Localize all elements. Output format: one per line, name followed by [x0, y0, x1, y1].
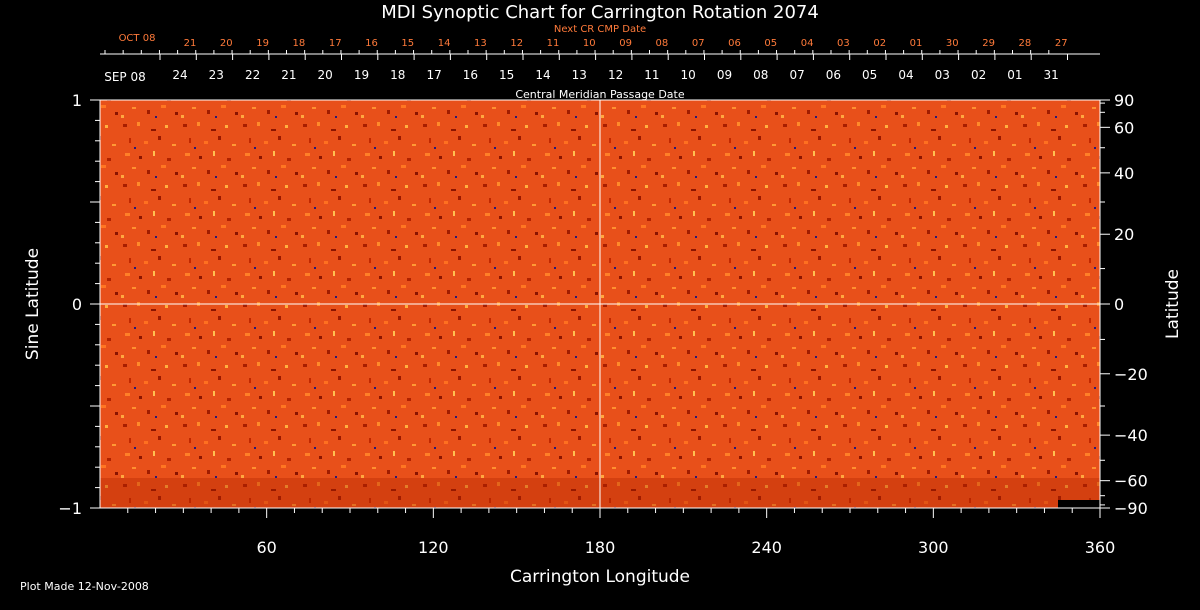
right-y-tick-label: −40: [1114, 426, 1148, 445]
cmp-date-label: 12: [608, 68, 623, 82]
cmp-date-axes: Next CR CMP Date OCT 08 SEP 08 Central M…: [100, 24, 1100, 101]
right-y-tick-label: 90: [1114, 91, 1134, 110]
cmp-date-label: 14: [535, 68, 550, 82]
cmp-date-label: 08: [753, 68, 768, 82]
missing-data-patch: [1058, 500, 1100, 508]
cmp-date-label: 19: [354, 68, 369, 82]
next-cmp-date-label: 29: [982, 38, 995, 49]
next-cmp-date-label: 01: [910, 38, 923, 49]
left-y-tick-label: 1: [72, 91, 82, 110]
next-cmp-date-label: 14: [438, 38, 451, 49]
next-cmp-date-label: 04: [801, 38, 814, 49]
next-cmp-start-label: OCT 08: [119, 33, 156, 44]
next-cmp-date-label: 09: [619, 38, 632, 49]
cmp-date-label: 17: [426, 68, 441, 82]
cmp-date-label: 18: [390, 68, 405, 82]
cmp-date-label: 02: [971, 68, 986, 82]
left-y-axis-ticks: 1 0 −1: [58, 91, 100, 518]
left-y-axis-label: Sine Latitude: [23, 248, 43, 360]
next-cmp-date-label: 08: [656, 38, 669, 49]
right-y-tick-label: −90: [1114, 499, 1148, 518]
next-cmp-date-label: 10: [583, 38, 596, 49]
right-y-tick-label: 40: [1114, 164, 1134, 183]
x-axis-ticks: 60 120 180 240 300 360: [127, 508, 1116, 557]
cmp-date-label: 11: [644, 68, 659, 82]
right-y-axis-label: Latitude: [1163, 269, 1183, 339]
x-tick-label: 60: [256, 538, 276, 557]
next-cmp-date-label: 18: [293, 38, 306, 49]
next-cmp-date-label: 03: [837, 38, 850, 49]
x-tick-label: 360: [1085, 538, 1116, 557]
cmp-date-label: 20: [318, 68, 333, 82]
cmp-date-label: 07: [789, 68, 804, 82]
cmp-date-label: 03: [935, 68, 950, 82]
next-cmp-date-label: 15: [401, 38, 414, 49]
cmp-date-label: 24: [172, 68, 187, 82]
cmp-axis-title: Central Meridian Passage Date: [515, 88, 684, 101]
plot-made-footer: Plot Made 12-Nov-2008: [20, 580, 149, 593]
x-tick-label: 240: [751, 538, 782, 557]
next-cmp-date-label: 06: [728, 38, 741, 49]
next-cmp-date-label: 17: [329, 38, 342, 49]
cmp-date-label: 15: [499, 68, 514, 82]
cmp-date-label: 09: [717, 68, 732, 82]
right-y-tick-label: 60: [1114, 118, 1134, 137]
next-cmp-date-label: 07: [692, 38, 705, 49]
cmp-date-label: 31: [1044, 68, 1059, 82]
cmp-date-label: 01: [1007, 68, 1022, 82]
right-y-tick-label: −60: [1114, 472, 1148, 491]
next-cmp-date-label: 30: [946, 38, 959, 49]
right-y-tick-label: 0: [1114, 295, 1124, 314]
chart-title: MDI Synoptic Chart for Carrington Rotati…: [381, 2, 819, 23]
cmp-date-label: 05: [862, 68, 877, 82]
next-cmp-date-label: 02: [873, 38, 886, 49]
cmp-start-label: SEP 08: [104, 70, 146, 84]
next-cmp-date-label: 27: [1055, 38, 1068, 49]
next-cmp-date-label: 05: [764, 38, 777, 49]
next-cmp-date-label: 13: [474, 38, 487, 49]
next-cmp-date-label: 11: [547, 38, 560, 49]
next-cmp-date-label: 19: [256, 38, 269, 49]
right-y-axis-ticks: 90 60 40 20 0 −20 −40 −60 −90: [1100, 91, 1148, 518]
next-cmp-title: Next CR CMP Date: [554, 24, 646, 35]
right-y-tick-label: −20: [1114, 365, 1148, 384]
x-tick-label: 180: [585, 538, 616, 557]
x-tick-label: 300: [918, 538, 949, 557]
next-cmp-date-label: 28: [1019, 38, 1032, 49]
next-cmp-date-label: 16: [365, 38, 378, 49]
next-cmp-date-label: 21: [184, 38, 197, 49]
x-axis-label: Carrington Longitude: [510, 567, 690, 587]
cmp-date-label: 23: [209, 68, 224, 82]
cmp-date-label: 10: [681, 68, 696, 82]
cmp-date-label: 06: [826, 68, 841, 82]
next-cmp-date-label: 12: [510, 38, 523, 49]
cmp-date-label: 04: [898, 68, 913, 82]
cmp-date-label: 21: [281, 68, 296, 82]
cmp-date-label: 16: [463, 68, 478, 82]
right-y-tick-label: 20: [1114, 225, 1134, 244]
next-cmp-date-label: 20: [220, 38, 233, 49]
cmp-date-label: 13: [572, 68, 587, 82]
x-tick-label: 120: [418, 538, 449, 557]
cmp-date-label: 22: [245, 68, 260, 82]
left-y-tick-label: −1: [58, 499, 82, 518]
left-y-tick-label: 0: [72, 295, 82, 314]
